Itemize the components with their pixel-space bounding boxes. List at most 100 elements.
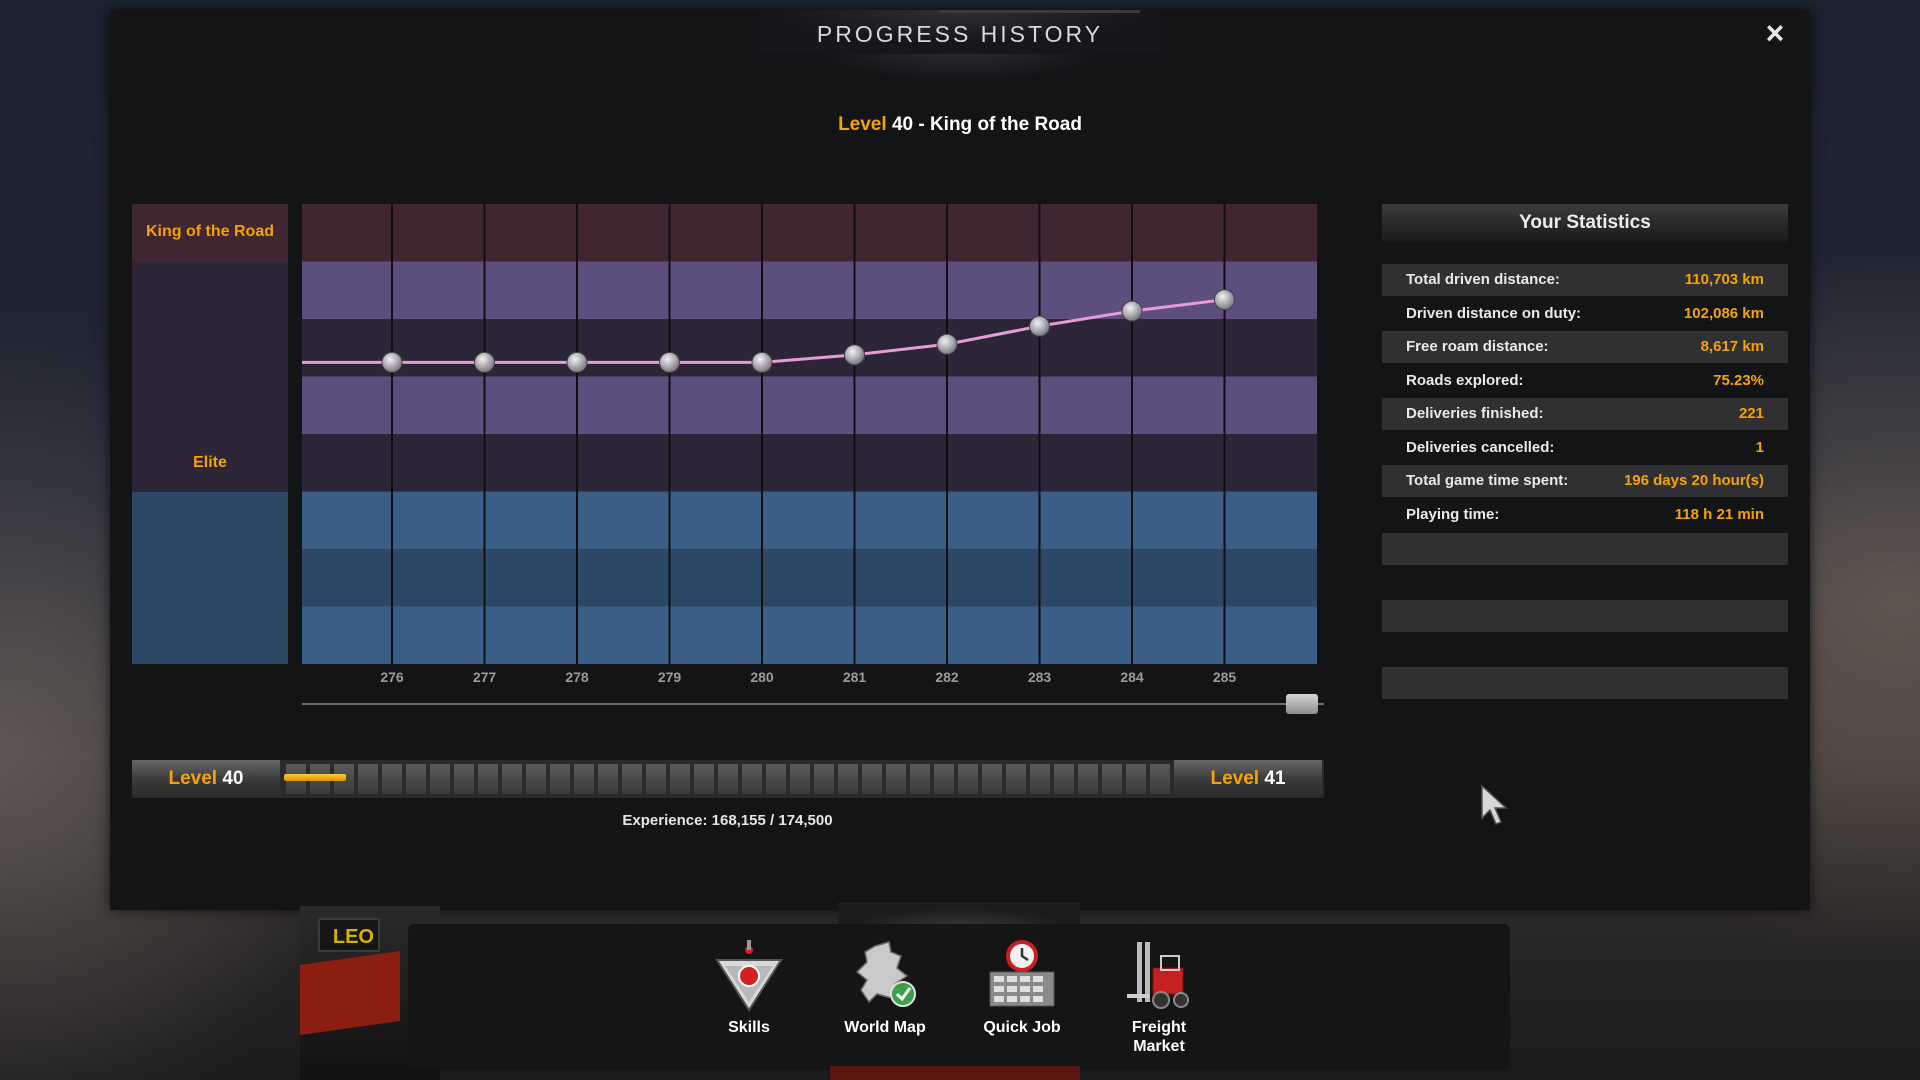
level-segment: [814, 764, 834, 794]
freight-market-button[interactable]: Freight Market: [1104, 938, 1214, 1056]
quick-job-button[interactable]: Quick Job: [967, 938, 1077, 1037]
statistics-title: Your Statistics: [1382, 204, 1788, 242]
chart-data-point[interactable]: [474, 351, 495, 373]
chart-band: [302, 606, 1317, 664]
level-segment: [718, 764, 738, 794]
world-map-button[interactable]: World Map: [830, 938, 940, 1037]
level-segment: [358, 764, 378, 794]
quick-job-icon: [989, 940, 1055, 1007]
skills-button[interactable]: Skills: [694, 938, 804, 1037]
quick-job-label: Quick Job: [983, 1019, 1061, 1036]
chart-data-point[interactable]: [936, 333, 958, 355]
truck-red-panel: [300, 950, 400, 1036]
current-level-badge: Level 40: [132, 760, 280, 798]
chart-band: [302, 204, 1317, 262]
stat-empty-row: [1382, 533, 1788, 565]
level-segment: [1006, 764, 1026, 794]
level-segment: [838, 764, 858, 794]
level-segment: [406, 764, 426, 794]
chart-data-point[interactable]: [751, 351, 773, 373]
next-level-badge: Level 41: [1174, 760, 1322, 798]
stat-row: Deliveries cancelled: 1: [1382, 432, 1788, 464]
x-tick-label: 282: [935, 669, 959, 685]
chart-band: [302, 261, 1317, 320]
x-tick-label: 284: [1120, 669, 1144, 685]
history-scroll-handle[interactable]: [1286, 694, 1318, 714]
chart-data-point[interactable]: [844, 344, 865, 366]
statistics-panel: Your Statistics Total driven distance: 1…: [1382, 204, 1788, 699]
stat-value: 75.23%: [1713, 372, 1764, 389]
stat-label: Deliveries finished:: [1406, 405, 1544, 422]
stat-row: Total driven distance: 110,703 km: [1382, 264, 1788, 296]
level-segment: [526, 764, 546, 794]
chart-data-point[interactable]: [1029, 315, 1050, 337]
bottom-dock: [408, 924, 1510, 1070]
level-segment: [478, 764, 498, 794]
x-tick-label: 283: [1027, 669, 1052, 685]
chart-band: [302, 319, 1317, 377]
stat-row: Roads explored: 75.23%: [1382, 365, 1788, 397]
license-plate: LEO: [318, 918, 380, 952]
stat-value: 1: [1755, 439, 1764, 456]
level-segment: [670, 764, 690, 794]
stat-row: Driven distance on duty: 102,086 km: [1382, 298, 1788, 330]
x-tick-label: 281: [842, 669, 867, 685]
stat-empty-row: [1382, 667, 1788, 699]
chart-data-point[interactable]: [1121, 300, 1143, 322]
next-level-number: 41: [1264, 768, 1286, 789]
level-segment: [574, 764, 594, 794]
rank-band-king: [132, 204, 288, 262]
stat-row: Free roam distance: 8,617 km: [1382, 331, 1788, 363]
level-segment: [886, 764, 906, 794]
level-segment: [766, 764, 786, 794]
level-segment: [910, 764, 930, 794]
stat-label: Total game time spent:: [1406, 472, 1569, 489]
level-segment: [694, 764, 714, 794]
stat-value: 221: [1738, 405, 1764, 422]
x-tick-label: 280: [750, 669, 774, 685]
history-scroll-track[interactable]: [302, 703, 1324, 705]
stat-row: Deliveries finished: 221: [1382, 398, 1788, 430]
level-segment: [1078, 764, 1098, 794]
rank-label-elite: Elite: [193, 454, 227, 471]
chart-data-point[interactable]: [566, 351, 588, 373]
stat-value: 196 days 20 hour(s): [1623, 472, 1764, 489]
stat-empty-row: [1382, 600, 1788, 632]
level-segment: [1150, 764, 1170, 794]
level-segment: [646, 764, 666, 794]
mouse-cursor-icon: [1481, 784, 1508, 825]
stat-value: 118 h 21 min: [1674, 506, 1764, 523]
level-rank-text: 40 - King of the Road: [891, 114, 1082, 135]
current-level-title: Level 40 - King of the Road: [760, 114, 1160, 136]
close-icon[interactable]: ×: [1765, 15, 1785, 51]
level-segment: [502, 764, 522, 794]
current-level-prefix: Level: [168, 768, 218, 789]
stat-value: 110,703 km: [1684, 271, 1764, 288]
chart-data-point[interactable]: [381, 351, 403, 373]
stat-label: Free roam distance:: [1406, 338, 1549, 355]
x-tick-label: 285: [1212, 669, 1237, 685]
level-segment: [958, 764, 978, 794]
progress-chart-svg: [302, 204, 1317, 664]
rank-column: King of the Road Elite: [132, 204, 288, 664]
rank-band-lower: [132, 492, 288, 664]
level-segment: [1126, 764, 1146, 794]
level-segment: [1030, 764, 1050, 794]
world-map-icon: [855, 941, 916, 1007]
chart-band: [302, 434, 1317, 492]
freight-market-icon: [1127, 942, 1189, 1009]
skills-icon: [715, 940, 783, 1012]
level-segment: [982, 764, 1002, 794]
chart-data-point[interactable]: [1214, 289, 1235, 311]
x-tick-label: 277: [472, 669, 497, 685]
level-segment: [742, 764, 762, 794]
dock-bottom-strip: [830, 1066, 1080, 1080]
chart-band: [302, 549, 1317, 607]
x-tick-label: 278: [565, 669, 589, 685]
stat-row: Playing time: 118 h 21 min: [1382, 499, 1788, 531]
level-progress-fill: [284, 774, 346, 781]
chart-band: [302, 491, 1317, 550]
chart-data-point[interactable]: [659, 351, 680, 373]
freight-market-label: Freight Market: [1131, 1019, 1187, 1055]
level-segment: [1102, 764, 1122, 794]
